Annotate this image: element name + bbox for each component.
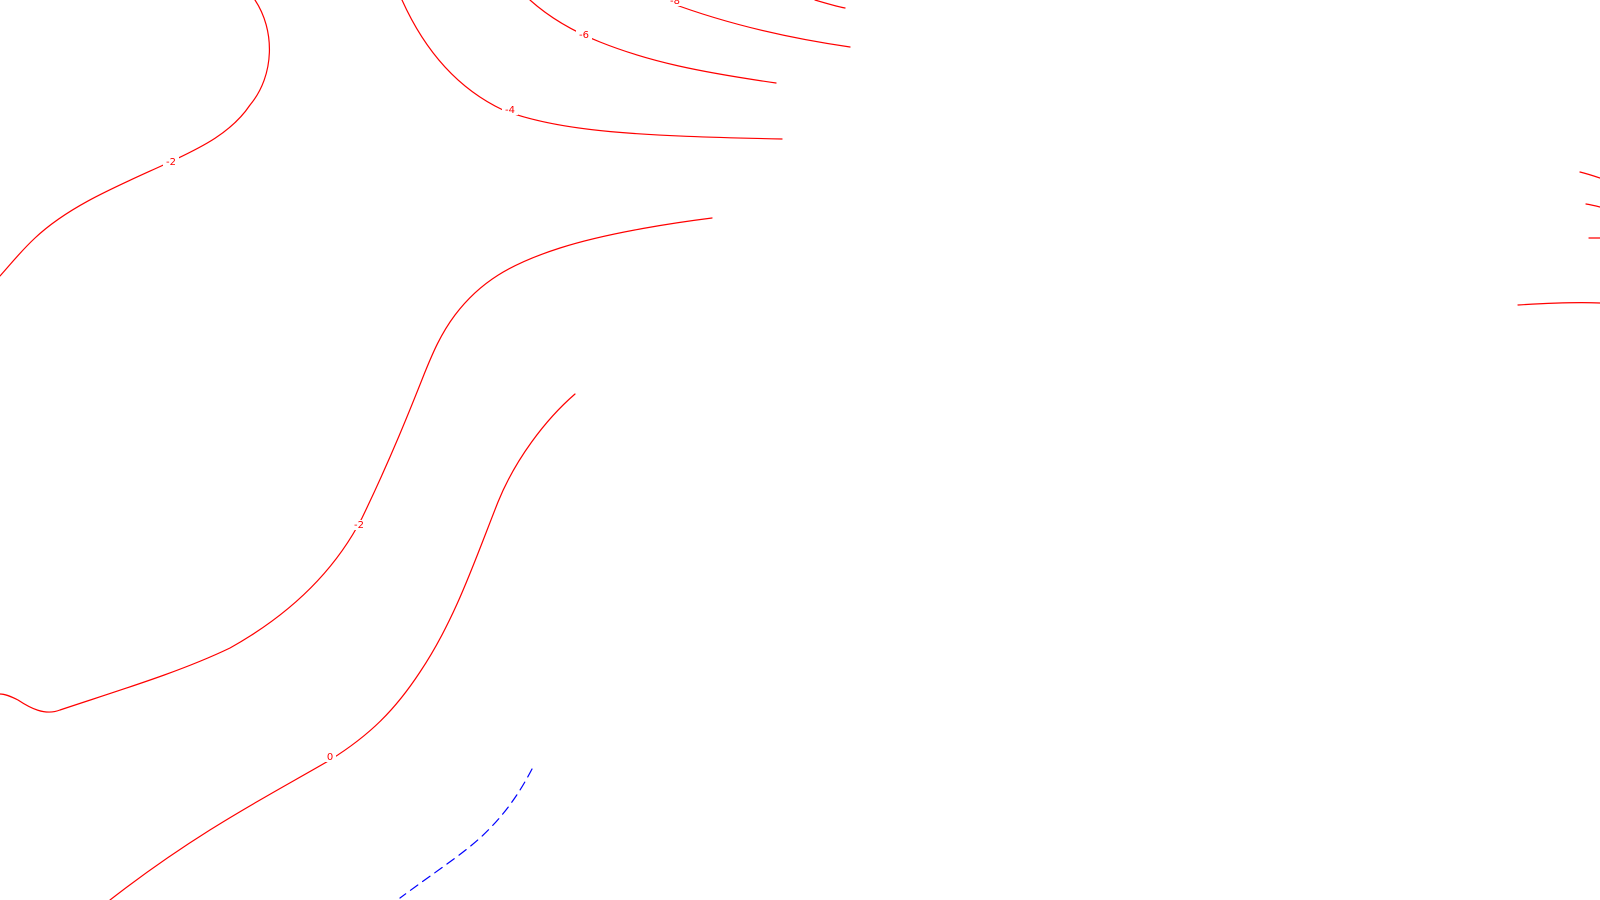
contour-label-minus-2-upper: -2: [163, 157, 179, 168]
contour-label-minus-6: -6: [576, 30, 592, 41]
contour-line-right-b: [1585, 203, 1600, 208]
svg-text:-4: -4: [505, 105, 515, 116]
contour-line-minus-8: [667, 1, 851, 48]
contour-label-minus-2-lower: -2: [351, 520, 367, 531]
contour-line-minus-8-tail: [814, 0, 846, 9]
contour-line-zero: [109, 393, 576, 900]
contour-line-minus-2-upper: [0, 0, 271, 277]
svg-text:0: 0: [327, 752, 333, 763]
contour-line-right-d: [1517, 302, 1600, 306]
contour-label-zero: 0: [324, 752, 336, 763]
contour-line-minus-6: [529, 0, 777, 84]
contour-label-minus-4: -4: [502, 105, 518, 116]
contour-label-minus-8: -8: [667, 0, 683, 7]
contour-line-minus-2-lower: [0, 217, 713, 713]
svg-text:-2: -2: [166, 157, 176, 168]
contour-line-right-a: [1579, 171, 1600, 179]
svg-text:-2: -2: [354, 520, 364, 531]
svg-text:-6: -6: [579, 30, 589, 41]
contour-line-negative-dashed: [399, 768, 533, 899]
svg-text:-8: -8: [670, 0, 680, 7]
